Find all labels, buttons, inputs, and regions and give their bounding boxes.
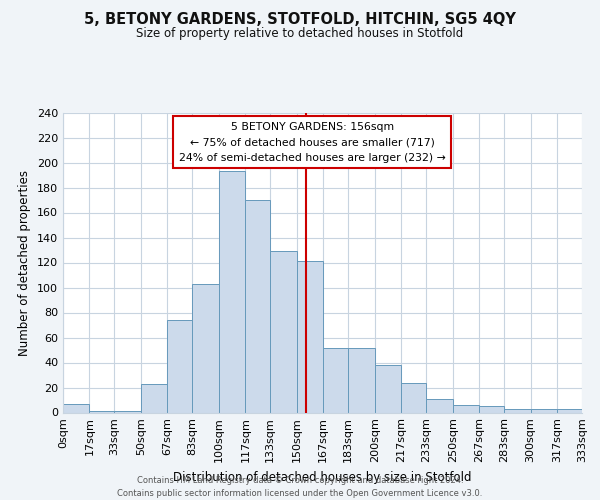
Bar [479, 406, 504, 412]
Bar [323, 348, 348, 412]
Text: Contains HM Land Registry data © Crown copyright and database right 2024.
Contai: Contains HM Land Registry data © Crown c… [118, 476, 482, 498]
Bar [141, 384, 167, 412]
X-axis label: Distribution of detached houses by size in Stotfold: Distribution of detached houses by size … [173, 470, 472, 484]
Bar [375, 365, 401, 412]
Text: 5 BETONY GARDENS: 156sqm
← 75% of detached houses are smaller (717)
24% of semi-: 5 BETONY GARDENS: 156sqm ← 75% of detach… [179, 122, 445, 162]
Bar [167, 320, 193, 412]
Bar [348, 348, 375, 412]
Bar [297, 261, 323, 412]
Bar [115, 411, 141, 412]
Bar [426, 399, 452, 412]
Bar [557, 409, 582, 412]
Bar [63, 404, 89, 412]
Bar [245, 200, 270, 412]
Text: 5, BETONY GARDENS, STOTFOLD, HITCHIN, SG5 4QY: 5, BETONY GARDENS, STOTFOLD, HITCHIN, SG… [84, 12, 516, 28]
Text: Size of property relative to detached houses in Stotfold: Size of property relative to detached ho… [136, 28, 464, 40]
Bar [219, 172, 245, 412]
Bar [89, 411, 115, 412]
Bar [530, 409, 557, 412]
Bar [270, 252, 297, 412]
Y-axis label: Number of detached properties: Number of detached properties [19, 170, 31, 356]
Bar [193, 284, 219, 412]
Bar [452, 405, 479, 412]
Bar [504, 409, 530, 412]
Bar [401, 382, 426, 412]
